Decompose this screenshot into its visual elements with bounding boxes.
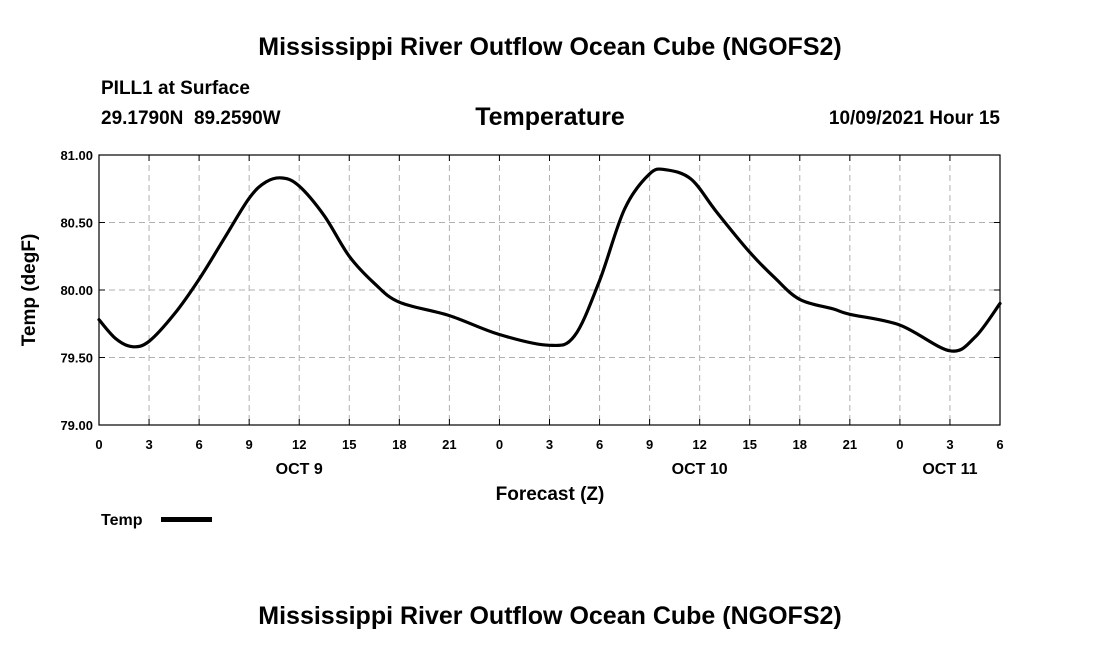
y-tick-label: 79.50: [60, 351, 93, 366]
y-tick-label: 81.00: [60, 148, 93, 163]
axis-ticks: [98, 154, 1001, 426]
variable-title: Temperature: [475, 103, 625, 131]
x-tick-label: 3: [546, 437, 553, 452]
legend-label: Temp: [101, 512, 143, 529]
x-axis-label: Forecast (Z): [496, 484, 605, 505]
datetime-label: 10/09/2021 Hour 15: [829, 108, 1001, 129]
x-tick-label: 3: [145, 437, 152, 452]
x-tick-label: 6: [996, 437, 1003, 452]
tick-labels: 0 3 6 9 12 15 18 21 0 3 6 9 12 15 18 21 0 3 6 79.00 79.50 80.…: [60, 148, 1003, 478]
x-tick-label: 15: [742, 437, 756, 452]
temp-series-line: [97, 167, 1002, 353]
x-tick-label: 0: [496, 437, 503, 452]
y-tick-label: 80.50: [60, 216, 93, 231]
x-tick-label: 18: [793, 437, 807, 452]
chart-title: Mississippi River Outflow Ocean Cube (NG…: [258, 33, 841, 61]
y-tick-label: 80.00: [60, 283, 93, 298]
x-tick-label: 6: [596, 437, 603, 452]
plot-frame: [98, 154, 1001, 426]
grid-lines: [99, 155, 1000, 425]
x-tick-label: 0: [896, 437, 903, 452]
station-label: PILL1 at Surface: [101, 78, 250, 99]
y-tick-label: 79.00: [60, 418, 93, 433]
legend-swatch: [161, 517, 212, 522]
x-tick-label: 3: [946, 437, 953, 452]
coordinates-label: 29.1790N 89.2590W: [101, 108, 281, 129]
x-tick-label: 9: [246, 437, 253, 452]
day-label: OCT 10: [672, 461, 728, 478]
footer-title: Mississippi River Outflow Ocean Cube (NG…: [258, 602, 841, 630]
x-tick-label: 6: [195, 437, 202, 452]
x-tick-label: 12: [292, 437, 306, 452]
x-tick-label: 0: [95, 437, 102, 452]
x-tick-label: 12: [692, 437, 706, 452]
x-tick-label: 21: [442, 437, 456, 452]
x-tick-label: 21: [843, 437, 857, 452]
x-tick-label: 18: [392, 437, 406, 452]
day-label: OCT 9: [276, 461, 323, 478]
y-axis-label: Temp (degF): [19, 234, 40, 347]
day-label: OCT 11: [922, 461, 977, 478]
x-tick-label: 15: [342, 437, 356, 452]
x-tick-label: 9: [646, 437, 653, 452]
